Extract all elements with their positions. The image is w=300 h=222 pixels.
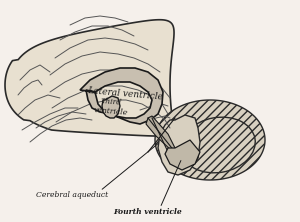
Polygon shape xyxy=(80,68,163,124)
Polygon shape xyxy=(102,96,120,118)
Text: Fourth ventricle: Fourth ventricle xyxy=(114,208,182,216)
Ellipse shape xyxy=(181,117,255,173)
Text: Third
ventricle: Third ventricle xyxy=(93,97,129,117)
Polygon shape xyxy=(165,140,200,170)
Text: Cerebral aqueduct: Cerebral aqueduct xyxy=(36,191,108,199)
Polygon shape xyxy=(146,116,175,152)
Polygon shape xyxy=(158,115,200,175)
Text: Lateral ventricle: Lateral ventricle xyxy=(87,86,163,102)
Polygon shape xyxy=(5,20,174,136)
Polygon shape xyxy=(155,100,265,180)
